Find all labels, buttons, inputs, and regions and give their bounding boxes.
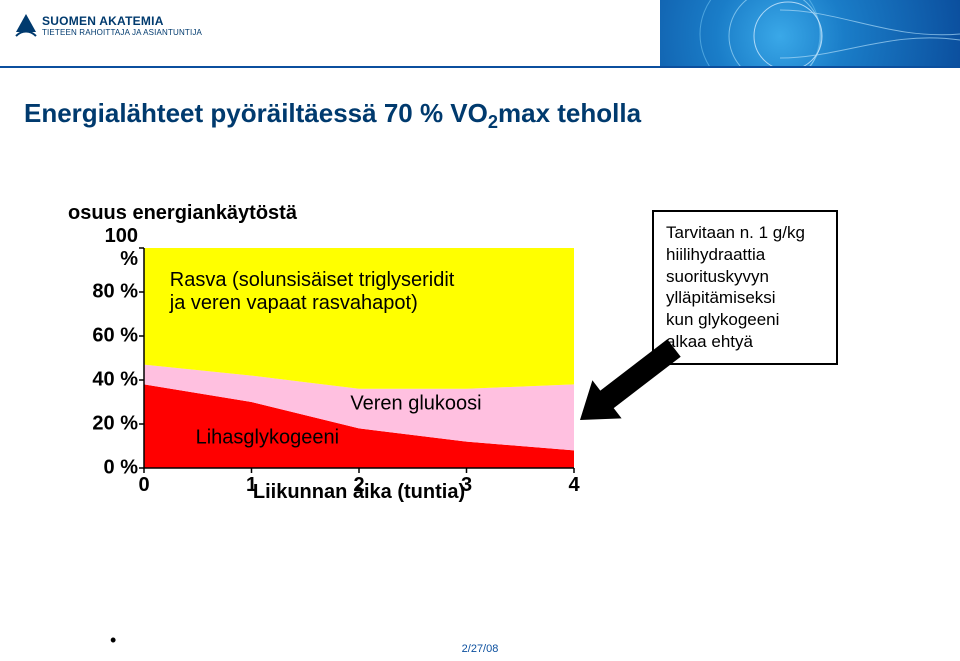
footer-date: 2/27/08: [462, 643, 499, 655]
y-tick: 20 %: [92, 413, 138, 436]
annotation-fat: Rasva (solunsisäiset triglyseriditja ver…: [170, 269, 455, 315]
chart-plot-area: 0 %20 %40 %60 %80 %100 % 01234 Liikunnan…: [144, 248, 574, 468]
bullet-dot: •: [110, 630, 116, 651]
chart-subtitle: osuus energiankäytöstä: [68, 202, 297, 225]
logo-mark-icon: [14, 10, 38, 38]
y-axis: 0 %20 %40 %60 %80 %100 %: [82, 248, 142, 468]
x-axis-label: Liikunnan aika (tuntia): [253, 481, 465, 504]
annotation-glucose: Veren glukoosi: [350, 393, 481, 416]
brand-name: SUOMEN AKATEMIA: [42, 14, 202, 28]
header-underline: [0, 66, 960, 68]
callout-arrow-icon: [550, 318, 704, 450]
y-tick: 100 %: [82, 225, 138, 271]
y-tick: 60 %: [92, 325, 138, 348]
page-title: Energialähteet pyöräiltäessä 70 % VO2max…: [24, 98, 641, 133]
page-header: SUOMEN AKATEMIA TIETEEN RAHOITTAJA JA AS…: [0, 0, 960, 76]
chart-stage: osuus energiankäytöstä 0 %20 %40 %60 %80…: [60, 188, 890, 568]
brand-logo: [14, 10, 38, 38]
annotation-glycogen: Lihasglykogeeni: [196, 427, 339, 450]
x-tick: 0: [138, 474, 149, 497]
y-tick: 80 %: [92, 281, 138, 304]
brand-tagline: TIETEEN RAHOITTAJA JA ASIANTUNTIJA: [42, 28, 202, 37]
y-tick: 0 %: [104, 457, 138, 480]
header-swirl-graphic: [660, 0, 960, 66]
y-tick: 40 %: [92, 369, 138, 392]
x-tick: 4: [568, 474, 579, 497]
